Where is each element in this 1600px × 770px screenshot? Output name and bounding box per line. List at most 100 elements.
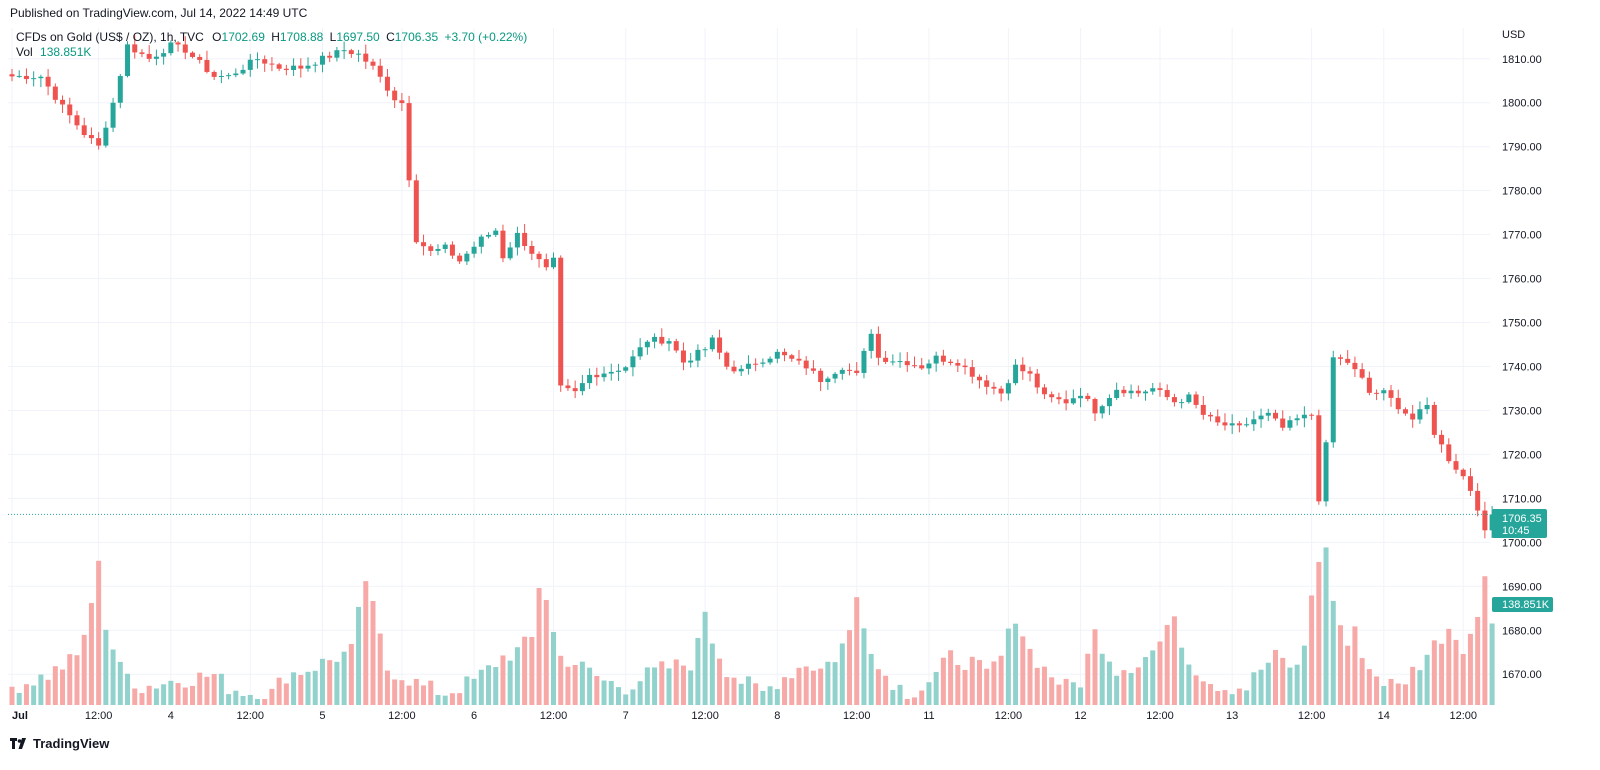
volume-bar <box>1157 641 1163 705</box>
candle-body <box>724 352 730 367</box>
candle-body <box>543 259 549 268</box>
candle-body <box>1078 395 1084 399</box>
price-tick-label: 1800.00 <box>1502 98 1542 110</box>
time-tick-label: 6 <box>471 710 477 722</box>
volume-legend: Vol 138.851K <box>16 45 91 59</box>
time-tick-label: 11 <box>923 710 934 722</box>
candle-body <box>1330 357 1336 443</box>
last-price-tag: 1706.35 10:45 <box>1492 509 1547 538</box>
candle-body <box>471 246 477 254</box>
price-tick-label: 1760.00 <box>1502 274 1542 286</box>
volume-bar <box>1482 576 1488 705</box>
volume-bar <box>363 581 369 705</box>
candle-body <box>579 383 585 392</box>
volume-tag: 138.851K <box>1492 597 1553 612</box>
candle-body <box>659 336 665 344</box>
candle-body <box>406 103 412 181</box>
chart-grid <box>8 28 1490 705</box>
volume-bar <box>175 683 181 705</box>
volume-bar <box>883 675 889 705</box>
candle-body <box>1200 404 1206 415</box>
volume-bar <box>1280 657 1286 705</box>
candle-body <box>161 53 167 57</box>
volume-bar <box>327 660 333 705</box>
currency-label: USD <box>1502 29 1525 41</box>
candle-body <box>103 127 109 146</box>
volume-bar <box>536 587 542 705</box>
volume-bar <box>890 689 896 705</box>
volume-bar <box>709 643 715 705</box>
volume-bar <box>904 699 910 705</box>
time-tick-label: 12:00 <box>1146 710 1174 722</box>
volume-bar <box>875 669 881 705</box>
volume-bar <box>1244 690 1250 705</box>
candle-body <box>1157 388 1163 391</box>
volume-bar <box>406 685 412 705</box>
candle-body <box>1323 442 1329 502</box>
candle-body <box>1309 414 1315 416</box>
price-tick-label: 1700.00 <box>1502 537 1542 549</box>
candle-body <box>1171 397 1177 403</box>
volume-bar <box>688 670 694 705</box>
candle-body <box>1020 364 1026 372</box>
candle-body <box>940 355 946 362</box>
candle-body <box>298 65 304 69</box>
candle-body <box>319 55 325 65</box>
candle-body <box>334 50 340 58</box>
candle-body <box>1164 390 1170 398</box>
candle-body <box>442 244 448 249</box>
candle-body <box>392 90 398 101</box>
volume-bar <box>529 637 535 705</box>
candle-body <box>955 362 961 366</box>
candle-body <box>1446 444 1452 462</box>
candle-body <box>717 337 723 353</box>
volume-bar <box>1092 629 1098 705</box>
candle-body <box>861 350 867 373</box>
candle-body <box>847 369 853 371</box>
candle-body <box>1467 476 1473 491</box>
volume-bar <box>1265 662 1271 705</box>
volume-bar <box>384 670 390 705</box>
volume-bar <box>45 679 51 705</box>
volume-bar <box>60 669 66 705</box>
price-tick-label: 1680.00 <box>1502 625 1542 637</box>
time-tick-label: Jul <box>12 710 28 722</box>
volume-bar <box>269 688 275 705</box>
candle-body <box>673 341 679 351</box>
candle-body <box>45 76 51 87</box>
tradingview-logo[interactable]: TradingView <box>10 736 109 751</box>
candle-body <box>9 74 15 77</box>
volume-bar <box>442 695 448 705</box>
volume-bar <box>673 659 679 705</box>
volume-bar <box>161 684 167 705</box>
volume-bar <box>1330 600 1336 705</box>
candle-body <box>1005 383 1011 394</box>
candle-body <box>464 253 470 262</box>
candle-body <box>117 76 123 103</box>
time-tick-label: 5 <box>319 710 325 722</box>
volume-bar <box>623 694 629 705</box>
candle-body <box>594 374 600 378</box>
volume-bar <box>753 683 759 705</box>
volume-bar <box>832 662 838 705</box>
candle-body <box>839 369 845 374</box>
candle-body <box>1439 434 1445 445</box>
candle-body <box>1352 362 1358 370</box>
open-value: 1702.69 <box>221 30 265 44</box>
volume-bar <box>1424 654 1430 705</box>
volume-bar <box>1301 645 1307 705</box>
candle-body <box>745 363 751 369</box>
volume-bar <box>919 690 925 705</box>
volume-bar <box>233 690 239 705</box>
candle-body <box>486 234 492 237</box>
candle-body <box>197 56 203 60</box>
candle-body <box>1251 419 1257 425</box>
volume-bar <box>81 634 87 705</box>
candle-body <box>226 75 232 77</box>
candle-body <box>522 232 528 246</box>
price-tick-label: 1750.00 <box>1502 318 1542 330</box>
candle-body <box>680 350 686 363</box>
volume-bar <box>1150 650 1156 705</box>
candle-body <box>1258 415 1264 420</box>
